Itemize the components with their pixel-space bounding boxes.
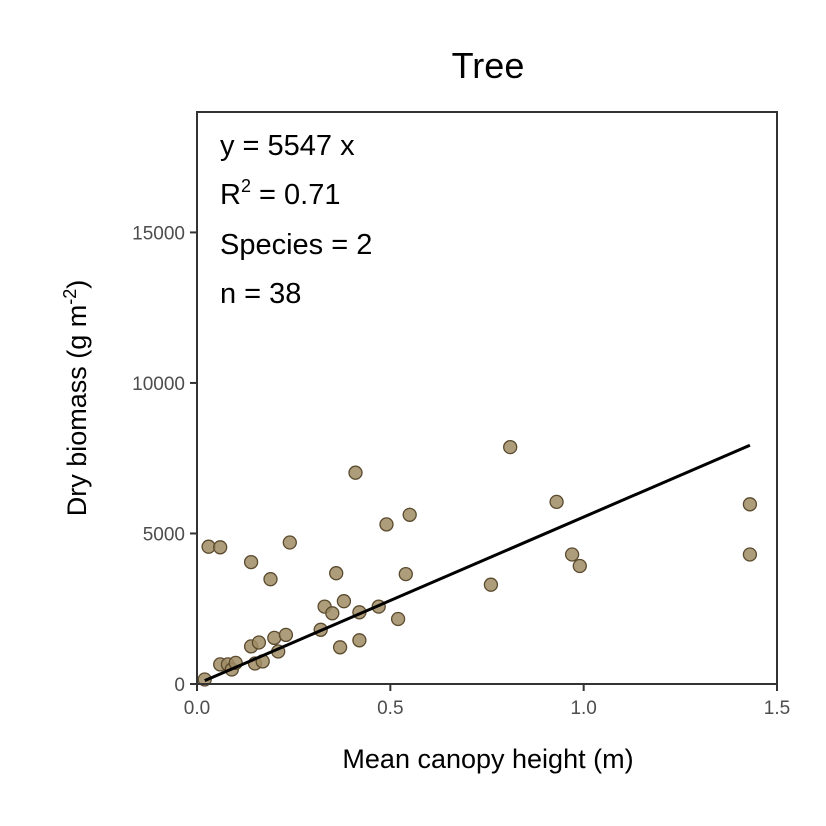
y-tick-label: 5000: [143, 524, 185, 545]
y-axis-title: Dry biomass (g m-2): [60, 280, 92, 517]
x-tick-label: 0.0: [184, 698, 210, 719]
data-point: [213, 540, 228, 555]
data-point: [282, 535, 297, 550]
x-axis: 0.0 0.5 1.0 1.5: [184, 684, 790, 719]
y-axis-title-superscript: -2: [60, 289, 80, 305]
data-point: [336, 594, 352, 609]
y-axis-title-close: ): [62, 280, 92, 289]
y-tick-label: 10000: [132, 374, 185, 395]
data-point: [325, 606, 340, 621]
data-point: [572, 558, 587, 574]
data-point: [503, 439, 518, 455]
data-point: [348, 465, 363, 480]
data-point: [549, 494, 564, 510]
data-point: [379, 517, 394, 532]
species-label: Species = 2: [220, 229, 372, 261]
data-point: [332, 640, 348, 655]
data-point: [742, 547, 758, 562]
data-point: [564, 547, 580, 562]
equation-label: y = 5547 x: [220, 130, 355, 162]
sample-size-label: n = 38: [220, 278, 301, 310]
data-point: [263, 572, 278, 587]
y-axis: 0 5000 10000 15000: [132, 223, 197, 696]
x-axis-title: Mean canopy height (m): [342, 744, 633, 774]
data-point: [483, 577, 499, 592]
r-squared-value: = 0.71: [251, 179, 341, 211]
data-point: [390, 611, 406, 627]
data-point: [329, 566, 344, 581]
x-tick-label: 1.5: [764, 698, 790, 719]
y-tick-label: 0: [174, 675, 185, 696]
chart-title: Tree: [452, 45, 525, 86]
y-axis-title-main: Dry biomass (g m: [62, 305, 92, 517]
data-point: [402, 507, 417, 522]
data-point: [352, 633, 367, 648]
r-squared-prefix: R: [220, 179, 241, 211]
plot-frame: [196, 111, 778, 685]
r-squared-label: R2 = 0.71: [220, 176, 340, 211]
data-point: [251, 635, 267, 650]
data-point: [278, 627, 294, 643]
data-point: [267, 630, 282, 646]
annotation-block: y = 5547 x R2 = 0.71 Species = 2 n = 38: [220, 130, 372, 310]
data-point: [742, 497, 758, 512]
y-tick-label: 15000: [132, 223, 185, 244]
r-squared-superscript: 2: [241, 176, 251, 196]
regression-line: [204, 443, 751, 683]
x-tick-label: 1.0: [570, 698, 596, 719]
data-point: [243, 554, 259, 570]
data-point: [398, 566, 413, 582]
x-tick-label: 0.5: [377, 698, 403, 719]
